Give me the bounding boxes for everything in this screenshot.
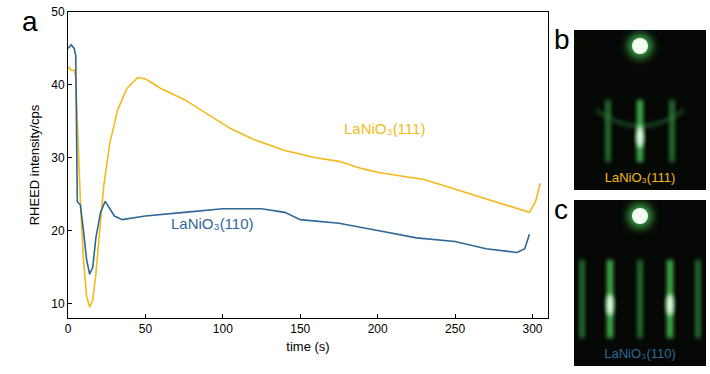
svg-text:time (s): time (s) xyxy=(286,339,329,354)
svg-text:LaNiO₃(110): LaNiO₃(110) xyxy=(171,215,254,232)
html-text:a: a xyxy=(22,6,38,37)
svg-text:50: 50 xyxy=(139,322,153,336)
svg-text:LaNiO₃(111): LaNiO₃(111) xyxy=(605,170,676,185)
svg-text:150: 150 xyxy=(290,322,310,336)
svg-text:100: 100 xyxy=(213,322,233,336)
svg-text:200: 200 xyxy=(368,322,388,336)
svg-text:LaNiO₃(110): LaNiO₃(110) xyxy=(604,346,676,361)
svg-text:LaNiO₃(111): LaNiO₃(111) xyxy=(344,120,425,137)
svg-text:10: 10 xyxy=(51,297,65,311)
svg-text:300: 300 xyxy=(523,322,543,336)
html-text:b: b xyxy=(554,24,570,55)
html-text:c: c xyxy=(554,194,568,225)
svg-text:30: 30 xyxy=(51,151,65,165)
svg-text:20: 20 xyxy=(51,224,65,238)
svg-text:RHEED intensity/cps: RHEED intensity/cps xyxy=(27,104,42,225)
svg-text:0: 0 xyxy=(65,322,72,336)
svg-text:250: 250 xyxy=(445,322,465,336)
svg-text:50: 50 xyxy=(51,5,65,19)
svg-text:40: 40 xyxy=(51,78,65,92)
